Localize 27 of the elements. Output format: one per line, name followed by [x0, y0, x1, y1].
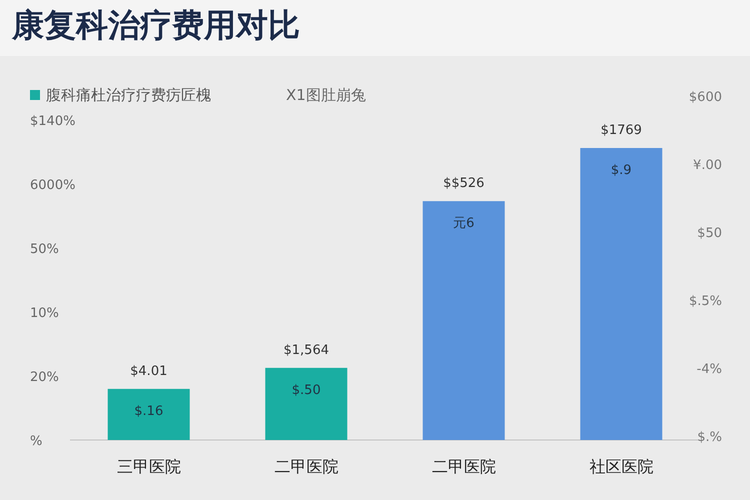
annotation: $.9 — [610, 163, 632, 178]
annotation: $.16 — [134, 404, 164, 419]
text: $1769 — [600, 123, 642, 138]
annotation: 元6 — [453, 216, 474, 232]
text: $140% — [30, 114, 76, 129]
text: % — [30, 434, 42, 449]
text: 20% — [30, 370, 59, 385]
annotation: $.% — [697, 430, 722, 445]
text: X1图肚崩兔 — [286, 86, 366, 104]
annotation: -4% — [696, 362, 722, 377]
text: 50% — [30, 242, 59, 257]
text: $4.01 — [130, 364, 168, 379]
text: $$526 — [443, 176, 484, 192]
x-tick-label: 社区医院 — [589, 457, 654, 476]
text: $1,564 — [284, 342, 329, 358]
legend-label: 腹科痛杜治疗疗费疠匠槐 — [46, 86, 211, 104]
x-tick-label: 二甲医院 — [432, 457, 496, 476]
text: 10% — [30, 306, 59, 321]
chart-title: 康复科治疗费用对比 — [11, 6, 300, 44]
x-tick-label: 二甲医院 — [274, 457, 338, 476]
annotation: ¥.00 — [693, 158, 722, 173]
text: $600 — [688, 90, 722, 105]
annotation: $.5% — [688, 294, 722, 309]
x-tick-label: 三甲医院 — [116, 457, 181, 476]
annotation: 6000% — [30, 178, 76, 193]
annotation: $50 — [697, 226, 722, 241]
annotation: $.50 — [292, 382, 321, 398]
